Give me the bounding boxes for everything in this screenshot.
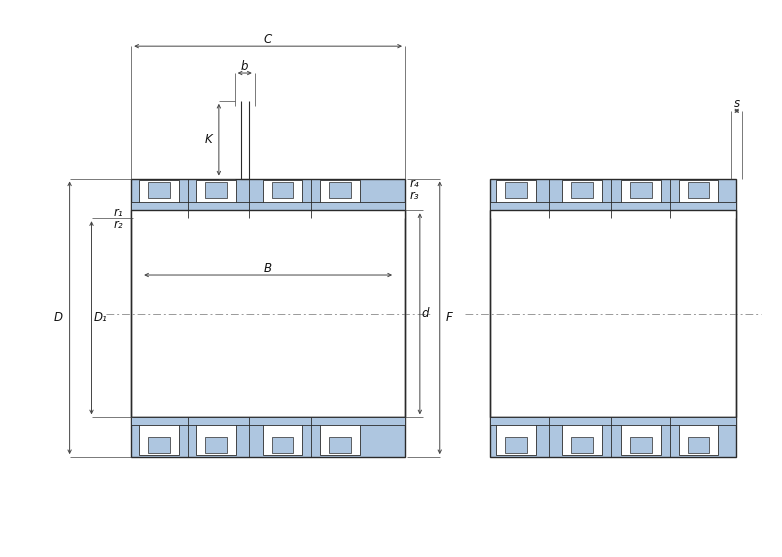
Bar xyxy=(687,182,709,198)
Bar xyxy=(263,419,303,455)
Bar xyxy=(131,202,405,211)
Bar xyxy=(562,419,602,455)
Bar xyxy=(621,180,661,216)
Bar xyxy=(490,211,737,417)
Text: D: D xyxy=(54,311,63,324)
Text: r₁: r₁ xyxy=(113,206,124,219)
Text: C: C xyxy=(264,33,272,46)
Text: F: F xyxy=(446,311,453,324)
Text: r₄: r₄ xyxy=(410,177,419,190)
Bar xyxy=(490,202,737,211)
Bar xyxy=(196,180,236,216)
Text: b: b xyxy=(241,60,249,72)
Bar xyxy=(329,437,351,453)
Bar xyxy=(621,419,661,455)
Bar xyxy=(505,437,527,453)
Bar xyxy=(497,419,536,455)
Bar xyxy=(205,437,227,453)
Bar xyxy=(687,437,709,453)
Bar xyxy=(139,180,179,216)
Bar xyxy=(679,180,719,216)
Text: B: B xyxy=(264,262,272,275)
Bar xyxy=(131,417,405,425)
Bar xyxy=(131,417,405,457)
Bar xyxy=(562,180,602,216)
Bar xyxy=(271,182,293,198)
Text: r₂: r₂ xyxy=(113,218,124,231)
Bar xyxy=(131,178,405,218)
Text: K: K xyxy=(205,133,213,146)
Bar xyxy=(571,437,593,453)
Bar xyxy=(505,182,527,198)
Bar xyxy=(490,417,737,457)
Bar xyxy=(131,211,405,417)
Bar xyxy=(196,419,236,455)
Text: s: s xyxy=(734,97,740,110)
Bar xyxy=(571,182,593,198)
Bar xyxy=(490,178,737,218)
Bar xyxy=(630,182,651,198)
Bar xyxy=(321,180,361,216)
Bar xyxy=(263,180,303,216)
Bar xyxy=(205,182,227,198)
Text: r₃: r₃ xyxy=(410,189,419,202)
Bar xyxy=(149,437,170,453)
Bar xyxy=(149,182,170,198)
Bar xyxy=(630,437,651,453)
Text: D₁: D₁ xyxy=(94,311,107,324)
Bar xyxy=(321,419,361,455)
Bar xyxy=(490,417,737,425)
Bar xyxy=(679,419,719,455)
Bar xyxy=(139,419,179,455)
Bar xyxy=(271,437,293,453)
Bar xyxy=(497,180,536,216)
Text: d: d xyxy=(421,307,429,320)
Bar xyxy=(329,182,351,198)
